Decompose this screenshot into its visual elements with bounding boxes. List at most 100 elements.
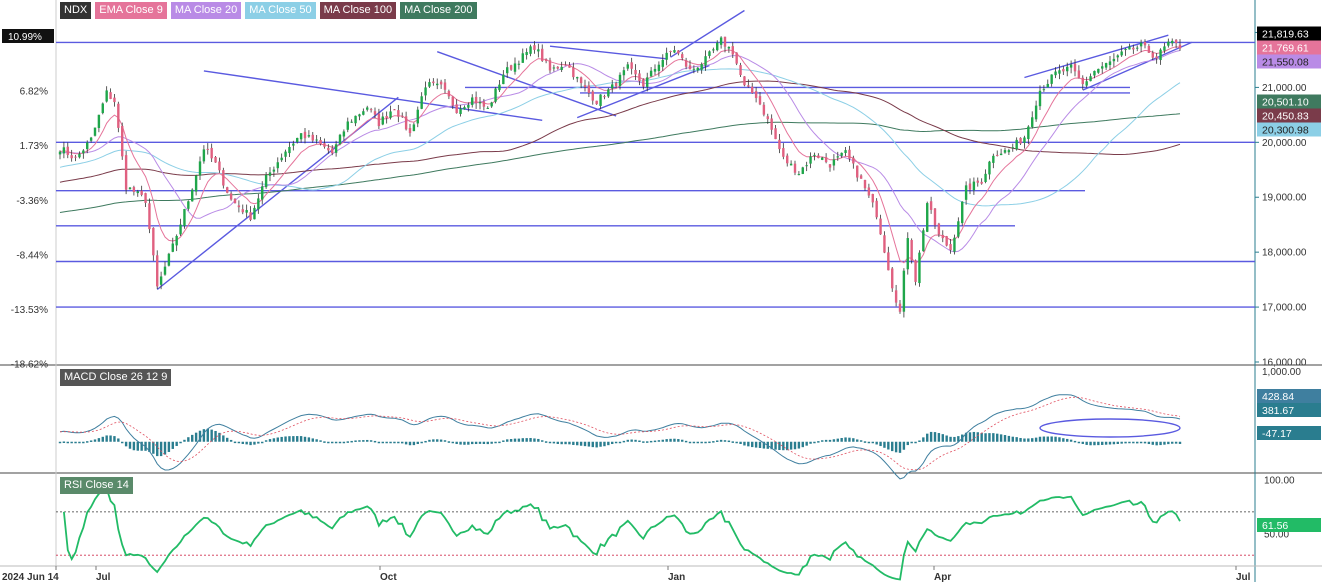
legend-ma20[interactable]: MA Close 20	[170, 2, 242, 19]
candle	[638, 73, 641, 82]
macd-histogram-bar	[311, 438, 314, 442]
macd-histogram-bar	[1136, 441, 1139, 444]
candle	[498, 84, 501, 91]
macd-histogram-bar	[887, 441, 890, 450]
macd-histogram-bar	[474, 441, 478, 445]
candle	[1101, 66, 1104, 69]
candle	[490, 102, 493, 107]
candle	[140, 190, 143, 195]
macd-histogram-bar	[373, 440, 377, 443]
macd-histogram-bar	[498, 441, 501, 444]
macd-histogram-bar	[152, 441, 155, 454]
rsi-legend[interactable]: RSI Close 14	[60, 477, 133, 494]
macd-value-badge	[1257, 403, 1321, 417]
macd-histogram-bar	[626, 439, 629, 442]
candle	[848, 149, 851, 159]
macd-histogram-bar	[167, 441, 171, 452]
legend-ma100[interactable]: MA Close 100	[319, 2, 397, 19]
macd-histogram-bar	[731, 441, 734, 443]
candle	[533, 45, 536, 50]
candle	[906, 238, 909, 270]
percent-label: -13.53%	[11, 305, 48, 316]
macd-histogram-bar	[377, 441, 381, 444]
percent-label: -3.36%	[16, 196, 48, 207]
candle	[1151, 52, 1154, 58]
candle	[716, 42, 719, 51]
candle	[210, 147, 213, 159]
macd-histogram-bar	[646, 441, 649, 443]
macd-histogram-bar	[183, 439, 186, 442]
candle	[128, 187, 132, 190]
candle	[762, 104, 766, 115]
macd-histogram-bar	[253, 441, 256, 445]
trendline	[670, 9, 745, 58]
macd-histogram-bar	[828, 439, 832, 442]
macd-histogram-bar	[257, 441, 260, 444]
legend-ma200[interactable]: MA Close 200	[400, 2, 477, 19]
macd-histogram-bar	[871, 441, 874, 444]
macd-histogram-bar	[334, 441, 338, 444]
macd-histogram-bar	[346, 441, 349, 443]
candle	[622, 70, 626, 76]
macd-legend[interactable]: MACD Close 26 12 9	[60, 369, 172, 386]
macd-histogram-bar	[101, 436, 104, 442]
macd-histogram-bar	[148, 441, 151, 452]
macd-histogram-bar	[369, 440, 373, 442]
candle	[124, 155, 128, 190]
x-tick-label: 2024 Jun 14	[2, 572, 59, 582]
candle	[1116, 55, 1119, 58]
macd-histogram-bar	[296, 436, 299, 442]
candle	[1167, 41, 1170, 46]
macd-histogram-bar	[984, 433, 987, 442]
candle	[191, 189, 194, 202]
macd-histogram-bar	[704, 441, 707, 444]
candle	[311, 134, 314, 141]
candle	[692, 68, 696, 70]
trendline	[549, 45, 667, 60]
candle	[467, 104, 470, 108]
macd-histogram-bar	[513, 438, 517, 442]
macd-histogram-bar	[758, 441, 762, 448]
macd-histogram-bar	[284, 436, 287, 442]
macd-value-label: -47.17	[1262, 428, 1292, 440]
candle	[859, 175, 863, 179]
legend-ndx[interactable]: NDX	[60, 2, 92, 19]
candle	[898, 303, 902, 312]
macd-histogram-bar	[482, 441, 486, 444]
macd-histogram-bar	[179, 441, 182, 444]
candle	[1077, 70, 1081, 78]
macd-histogram-bar	[319, 440, 322, 442]
candle	[926, 203, 929, 232]
macd-histogram-bar	[618, 441, 622, 444]
macd-histogram-bar	[743, 441, 746, 446]
macd-histogram-bar	[93, 439, 97, 442]
legend-ema9[interactable]: EMA Close 9	[95, 2, 167, 19]
macd-histogram-bar	[198, 430, 202, 442]
macd-histogram-bar	[1097, 441, 1100, 446]
macd-histogram-bar	[1081, 441, 1084, 444]
candle	[202, 149, 206, 162]
macd-histogram-bar	[949, 436, 952, 442]
macd-histogram-bar	[754, 441, 758, 448]
candle	[879, 218, 882, 235]
candle	[999, 153, 1003, 156]
legend-ma50[interactable]: MA Close 50	[245, 2, 316, 19]
candle	[478, 102, 482, 104]
candle	[229, 193, 233, 200]
candle	[404, 116, 408, 130]
macd-histogram-bar	[556, 441, 559, 444]
macd-histogram-bar	[70, 441, 73, 444]
macd-histogram-bar	[614, 441, 618, 444]
candle	[148, 203, 151, 230]
price-value-label: 21,819.63	[1262, 29, 1309, 41]
trendline	[436, 51, 617, 117]
candle	[704, 56, 707, 66]
candle	[237, 205, 241, 208]
macd-histogram-bar	[1159, 441, 1162, 446]
macd-histogram-bar	[264, 440, 268, 442]
price-tick-label: 18,000.00	[1262, 248, 1307, 259]
macd-histogram-bar	[840, 437, 843, 442]
candle	[303, 131, 307, 139]
candle	[751, 86, 754, 94]
